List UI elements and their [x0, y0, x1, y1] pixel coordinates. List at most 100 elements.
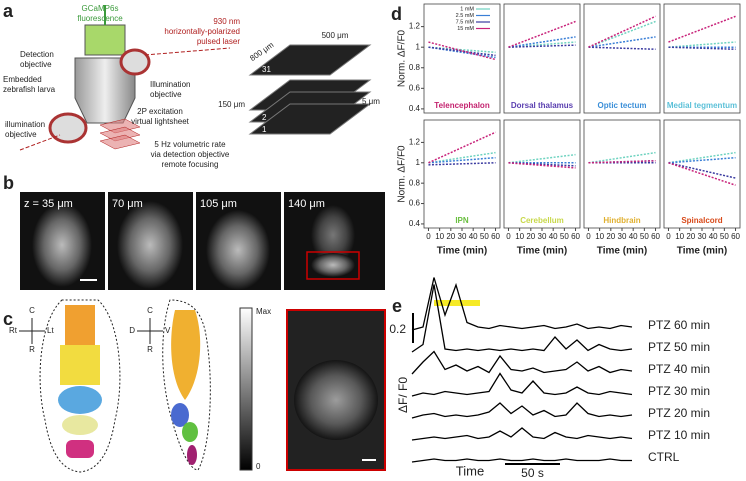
- y-tick-label: 0.8: [409, 178, 421, 187]
- region-title: Cerebellum: [520, 216, 564, 225]
- x-axis-label: Time (min): [597, 246, 647, 257]
- y-tick-label: 0.6: [409, 83, 421, 92]
- dimension: 5 μm: [362, 97, 380, 106]
- trace: [411, 427, 633, 441]
- y-tick-label: 1: [416, 42, 421, 51]
- label: objective: [5, 130, 37, 139]
- plane-label: 105 μm: [200, 198, 237, 210]
- trace-label: PTZ 60 min: [648, 318, 710, 332]
- brain-map-lateral: [162, 299, 211, 471]
- trend-line: [508, 44, 576, 48]
- x-axis-label: Time (min): [677, 246, 727, 257]
- trace-label: PTZ 50 min: [648, 340, 710, 354]
- trace-label: CTRL: [648, 450, 680, 464]
- panel-e: PTZ 60 min PTZ 50 min PTZ 40 min PTZ 30 min…: [389, 277, 710, 480]
- subplot-frame: [663, 3, 741, 114]
- axis-label: V: [165, 326, 171, 335]
- trace: [411, 372, 633, 397]
- region-title: Optic tectum: [598, 101, 647, 110]
- x-tick-label: 10: [595, 232, 604, 241]
- image: [284, 192, 385, 290]
- trend-line: [668, 162, 736, 179]
- subplot-frame: [583, 119, 661, 229]
- dimension: 500 μm: [322, 31, 349, 40]
- illumination-objective: [48, 112, 88, 144]
- axis-label: D: [129, 326, 135, 335]
- axis-label: C: [29, 306, 35, 315]
- label: GCaMP6s: [82, 4, 119, 13]
- x-scalebar-label: 50 s: [521, 466, 544, 480]
- trend-line: [668, 162, 736, 186]
- axis-label: Rt: [9, 326, 18, 335]
- orientation-cross: [19, 318, 163, 344]
- x-tick-label: 20: [686, 232, 695, 241]
- trend-line: [428, 151, 496, 164]
- x-tick-label: 30: [458, 232, 467, 241]
- axis-label: R: [29, 345, 35, 354]
- label: fluorescence: [77, 14, 123, 23]
- axis-label: Lt: [47, 326, 54, 335]
- x-tick-label: 60: [491, 232, 500, 241]
- panel-c: c C R Rt Lt C R D V Max 0: [3, 299, 386, 473]
- y-tick-label: 1: [416, 158, 421, 167]
- panel-b: b z = 35 μm 70 μm 105 μm 140 μm: [3, 173, 385, 290]
- legend-label: 1 mM: [460, 6, 474, 12]
- legend-label: 2.5 mM: [456, 13, 475, 19]
- panel-label: b: [3, 173, 14, 193]
- label: 930 nm: [213, 17, 240, 26]
- light-sheets: [99, 118, 141, 150]
- plane-label: 2: [262, 113, 267, 122]
- label: zebrafish larva: [3, 85, 56, 94]
- x-tick-label: 0: [506, 232, 511, 241]
- x-tick-label: 40: [469, 232, 478, 241]
- trend-line: [428, 156, 496, 164]
- trace: [411, 402, 633, 419]
- volume-stack: [248, 44, 372, 135]
- trace-label: PTZ 30 min: [648, 384, 710, 398]
- legend-label: 15 mM: [457, 26, 474, 32]
- laser-path: [19, 134, 61, 151]
- label: illumination: [5, 120, 45, 129]
- image: [108, 192, 193, 290]
- trend-line: [588, 151, 656, 164]
- x-tick-label: 10: [675, 232, 684, 241]
- region-title: IPN: [455, 216, 469, 225]
- image: [196, 192, 281, 290]
- x-axis-label: Time (min): [517, 246, 567, 257]
- x-tick-label: 40: [629, 232, 638, 241]
- illumination-objective: [119, 48, 151, 76]
- x-tick-label: 10: [515, 232, 524, 241]
- trend-line: [668, 151, 736, 164]
- x-tick-label: 60: [651, 232, 660, 241]
- plane-label: 70 μm: [112, 198, 143, 210]
- y-axis-label: Norm. ΔF/F0: [397, 145, 408, 203]
- trend-line: [428, 41, 496, 61]
- trend-line: [508, 162, 576, 169]
- detection-tube: [84, 24, 126, 56]
- trend-line: [428, 131, 496, 164]
- plane-label: z = 35 μm: [24, 198, 73, 210]
- y-axis-label: Norm. ΔF/F0: [397, 29, 408, 87]
- trend-line: [668, 15, 736, 43]
- trend-line: [588, 46, 656, 50]
- subplot-frame: [503, 119, 581, 229]
- x-tick-label: 60: [731, 232, 740, 241]
- trace-label: PTZ 10 min: [648, 428, 710, 442]
- x-tick-label: 0: [666, 232, 671, 241]
- x-tick-label: 20: [526, 232, 535, 241]
- trace-label: PTZ 20 min: [648, 406, 710, 420]
- trend-line: [428, 162, 496, 166]
- subplot-frame: [503, 3, 581, 114]
- trend-line: [588, 20, 656, 48]
- label: Illumination: [150, 80, 190, 89]
- trend-line: [508, 153, 576, 164]
- label: Embedded: [3, 75, 42, 84]
- label: horizontally-polarized: [164, 27, 240, 36]
- colorbar-label: Max: [256, 307, 271, 316]
- panel-label: d: [391, 4, 402, 24]
- trace: [411, 277, 633, 331]
- plane-label: 1: [262, 125, 267, 134]
- subplot-frame: [423, 3, 501, 114]
